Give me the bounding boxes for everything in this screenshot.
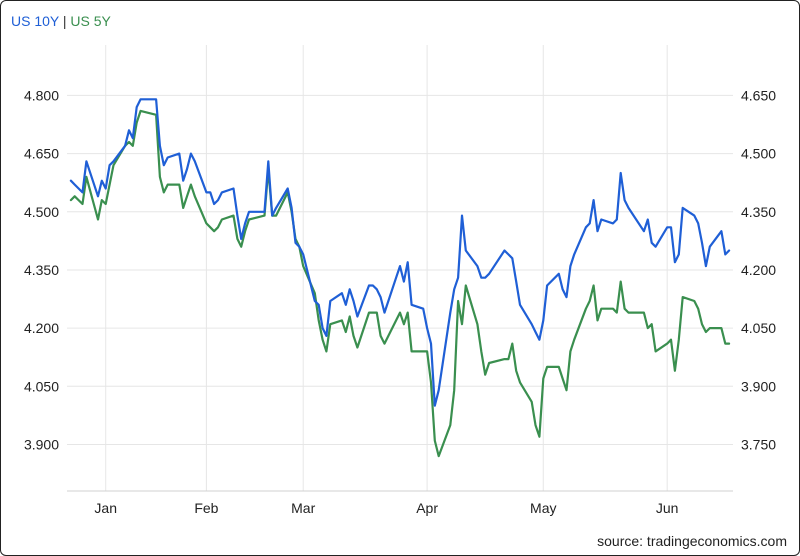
legend: US 10Y | US 5Y	[11, 13, 111, 29]
x-tick-label: May	[530, 500, 556, 516]
right-tick-label: 4.500	[741, 146, 776, 162]
x-tick-label: Feb	[194, 500, 218, 516]
right-tick-label: 3.750	[741, 436, 776, 452]
left-tick-label: 4.650	[24, 146, 59, 162]
right-tick-label: 4.350	[741, 204, 776, 220]
series-line-us10y[interactable]	[69, 98, 731, 407]
left-tick-label: 4.050	[24, 378, 59, 394]
left-tick-label: 4.200	[24, 320, 59, 336]
x-axis: Jan Feb Mar Apr May Jun	[94, 500, 678, 516]
left-tick-label: 4.350	[24, 262, 59, 278]
series-line-us5y[interactable]	[69, 109, 731, 458]
source-credit: source: tradingeconomics.com	[597, 533, 787, 549]
series-lines	[69, 98, 731, 458]
right-tick-label: 4.200	[741, 262, 776, 278]
left-axis: 4.800 4.650 4.500 4.350 4.200 4.050 3.900	[24, 87, 59, 452]
right-axis: 4.650 4.500 4.350 4.200 4.050 3.900 3.750	[741, 87, 776, 452]
right-tick-label: 4.650	[741, 87, 776, 103]
x-tick-label: Mar	[291, 500, 315, 516]
right-tick-label: 4.050	[741, 320, 776, 336]
legend-us5y[interactable]: US 5Y	[70, 13, 111, 29]
right-tick-label: 3.900	[741, 378, 776, 394]
legend-us10y[interactable]: US 10Y	[11, 13, 59, 29]
legend-separator: |	[59, 13, 71, 29]
x-tick-label: Jun	[656, 500, 679, 516]
left-tick-label: 3.900	[24, 436, 59, 452]
left-tick-label: 4.500	[24, 204, 59, 220]
x-tick-label: Apr	[416, 500, 438, 516]
x-tick-label: Jan	[94, 500, 117, 516]
left-tick-label: 4.800	[24, 87, 59, 103]
